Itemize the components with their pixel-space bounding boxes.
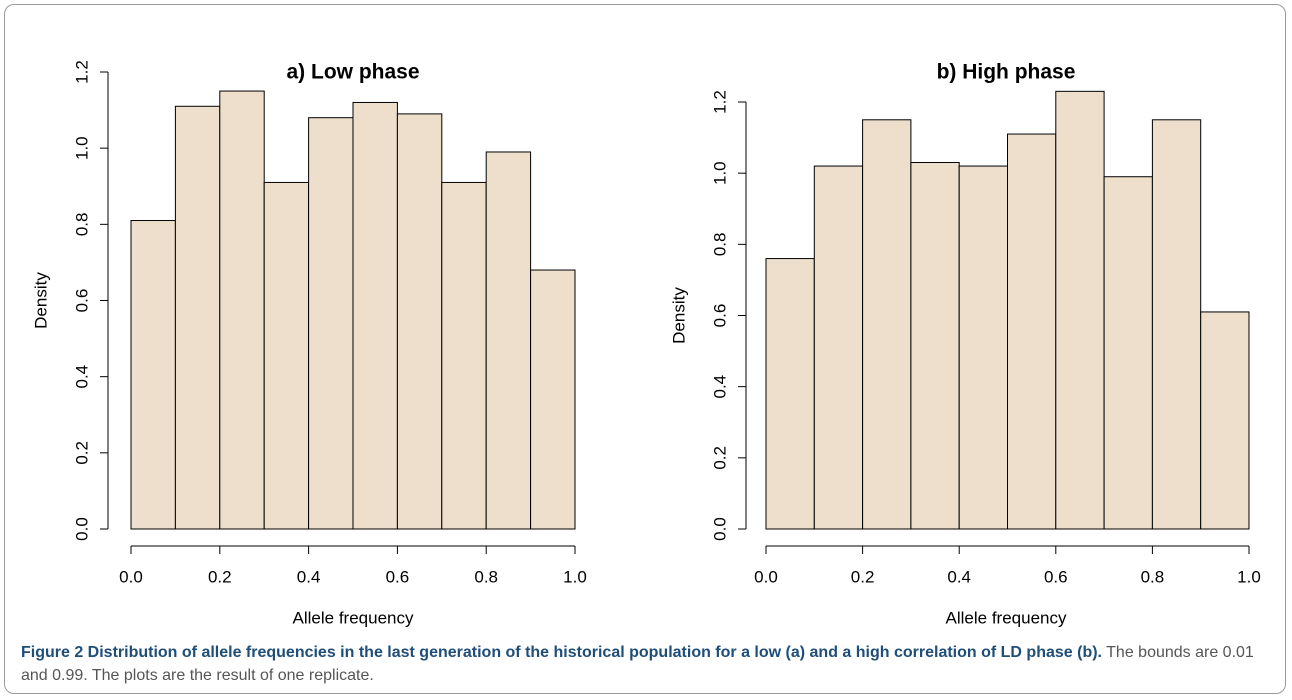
x-tick-label: 1.0 (1237, 567, 1261, 586)
bar (130, 220, 176, 530)
y-tick-label: 0.6 (72, 289, 91, 313)
bar (1200, 311, 1250, 530)
bar (441, 181, 487, 530)
y-tick-label: 0.4 (710, 375, 729, 399)
y-tick-label: 0.8 (72, 213, 91, 237)
x-axis-title: Allele frequency (293, 608, 414, 627)
y-axis-title: Density (31, 272, 50, 329)
bar (862, 119, 912, 530)
y-tick-label: 1.2 (72, 60, 91, 84)
bar (813, 165, 864, 530)
x-tick-label: 0.8 (474, 567, 498, 586)
caption: Figure 2 Distribution of allele frequenc… (21, 641, 1276, 687)
bar (1007, 133, 1057, 530)
y-tick-label: 0.2 (710, 446, 729, 470)
bar (219, 90, 265, 530)
bar (530, 269, 576, 530)
x-tick-label: 0.0 (754, 567, 778, 586)
bar (765, 258, 815, 530)
bar (352, 101, 398, 530)
caption-title: Figure 2 Distribution of allele frequenc… (21, 644, 1102, 661)
x-tick-label: 0.0 (119, 567, 143, 586)
y-tick-label: 0.8 (710, 233, 729, 257)
x-tick-label: 0.4 (947, 567, 971, 586)
bar (485, 151, 532, 530)
x-axis-title: Allele frequency (946, 608, 1067, 627)
y-tick-label: 0.6 (710, 304, 729, 328)
y-tick-label: 1.0 (72, 136, 91, 160)
x-tick-label: 0.6 (386, 567, 410, 586)
bar (1151, 119, 1202, 530)
x-tick-label: 0.6 (1044, 567, 1068, 586)
x-tick-label: 0.2 (208, 567, 232, 586)
bar (1103, 176, 1153, 530)
bar (910, 161, 960, 530)
bar (958, 165, 1009, 530)
bar (263, 181, 310, 530)
bar (1055, 90, 1105, 530)
y-tick-label: 0.0 (710, 517, 729, 541)
chart-title: a) Low phase (286, 61, 419, 84)
bar (308, 117, 354, 530)
x-tick-label: 0.8 (1141, 567, 1165, 586)
x-tick-label: 1.0 (563, 567, 587, 586)
bar (396, 113, 443, 530)
y-tick-label: 0.2 (72, 441, 91, 465)
y-tick-label: 1.2 (710, 90, 729, 114)
y-tick-label: 0.0 (72, 517, 91, 541)
y-tick-label: 1.0 (710, 161, 729, 185)
y-tick-label: 0.4 (72, 365, 91, 389)
chart-title: b) High phase (937, 61, 1076, 84)
bar (174, 105, 221, 530)
y-axis-title: Density (669, 287, 688, 344)
x-tick-label: 0.2 (851, 567, 875, 586)
x-tick-label: 0.4 (297, 567, 321, 586)
figure-frame: a) Low phase Allele frequency Density 0.0 0.… (4, 4, 1286, 694)
charts: a) Low phase Allele frequency Density 0.0 0.… (31, 60, 1261, 627)
caption-text: The bounds are 0.01 and 0.99. The plots … (21, 644, 1254, 684)
